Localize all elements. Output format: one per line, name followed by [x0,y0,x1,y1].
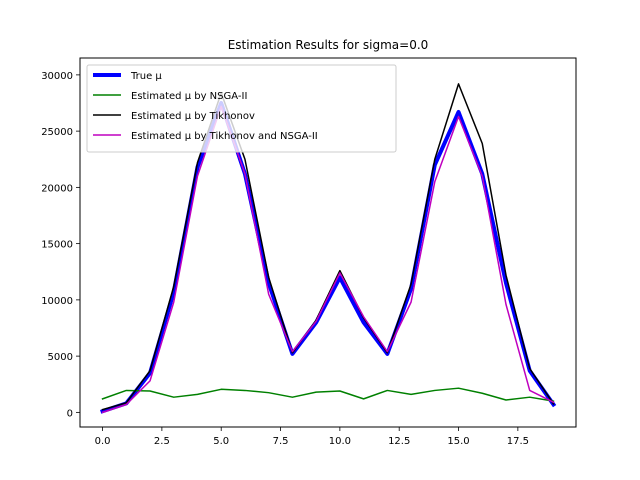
x-tick-label: 12.5 [388,436,410,447]
legend-box [86,64,397,153]
legend: True μ Estimated μ by NSGA-II Estimated μ … [86,64,397,153]
series-line-1 [100,101,557,414]
series-line-2 [101,387,555,402]
chart-title: Estimation Results for sigma=0.0 [228,38,429,52]
series-line-4 [101,105,555,414]
plot-frame [79,57,577,428]
x-tick-label: 10.0 [329,436,351,447]
legend-label: Estimated μ by Tikhonov and NSGA-II [131,131,318,142]
x-tick-label: 2.5 [154,436,170,447]
legend-label: True μ [130,71,162,82]
y-tick-label: 5000 [48,352,73,363]
y-tick-label: 15000 [41,240,73,251]
x-tick-label: 5.0 [213,436,229,447]
x-tick-label: 15.0 [447,436,469,447]
legend-label: Estimated μ by NSGA-II [131,91,247,102]
x-tick-label: 7.5 [273,436,289,447]
y-tick-label: 20000 [41,183,73,194]
y-tick-label: 30000 [41,71,73,82]
y-tick-label: 25000 [41,127,73,138]
x-tick-label: 0.0 [95,436,111,447]
y-tick-label: 0 [67,408,73,419]
series-layer [100,83,557,414]
y-tick-label: 10000 [41,296,73,307]
x-tick-label: 17.5 [507,436,529,447]
axis-ticks: 0.0 2.5 5.0 7.5 10.0 12.5 15.0 17.5 0 5000 10000 15… [41,71,529,447]
legend-label: Estimated μ by Tikhonov [131,111,255,122]
